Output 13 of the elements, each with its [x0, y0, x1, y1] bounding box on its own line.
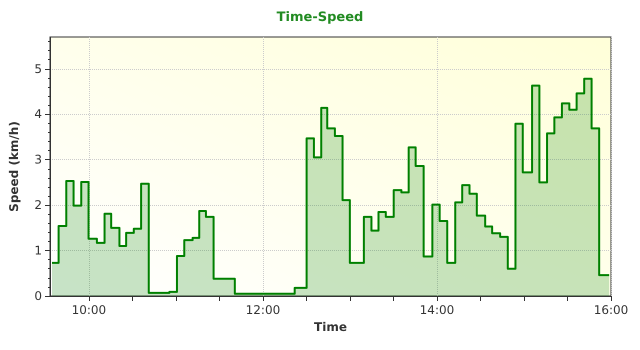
y-axis-title: Speed (km/h)	[7, 121, 21, 212]
x-tick-label: 16:00	[594, 303, 628, 317]
y-tick-label: 2	[34, 198, 42, 212]
y-tick-label: 4	[34, 107, 42, 122]
y-tick-label: 3	[34, 152, 42, 167]
x-tick-label: 10:00	[72, 303, 106, 317]
x-tick-label: 12:00	[246, 303, 280, 317]
x-tick-label: 14:00	[420, 303, 454, 317]
y-tick-label: 0	[34, 289, 42, 303]
x-axis-title: Time	[314, 320, 347, 334]
y-tick-label: 5	[34, 62, 42, 76]
y-tick-label: 1	[34, 244, 42, 258]
chart-title: Time-Speed	[276, 10, 364, 25]
